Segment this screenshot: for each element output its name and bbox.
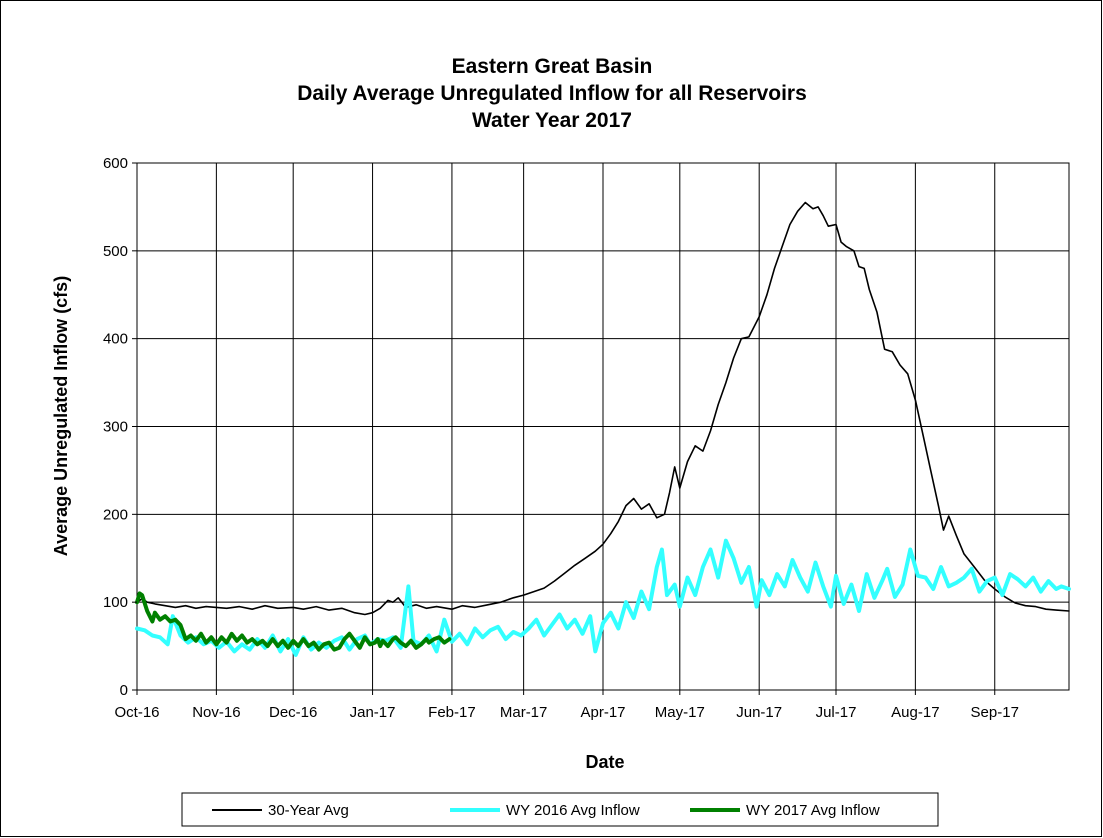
y-axis-title: Average Unregulated Inflow (cfs) <box>51 276 71 556</box>
x-tick-label: Jan-17 <box>350 704 396 721</box>
y-tick-label: 100 <box>103 594 128 611</box>
x-tick-label: Jun-17 <box>736 704 782 721</box>
x-axis-title: Date <box>585 752 624 772</box>
y-axis-ticks: 0 100 200 300 400 500 600 <box>103 155 137 699</box>
y-tick-label: 300 <box>103 419 128 436</box>
legend-label-wy-2016: WY 2016 Avg Inflow <box>506 802 640 819</box>
series-layer <box>135 201 1071 657</box>
y-tick-label: 400 <box>103 331 128 348</box>
y-tick-label: 500 <box>103 243 128 260</box>
x-tick-label: Mar-17 <box>500 704 548 721</box>
x-tick-label: Aug-17 <box>891 704 939 721</box>
x-tick-label: Feb-17 <box>428 704 476 721</box>
y-tick-label: 0 <box>120 682 128 699</box>
plot-grid <box>137 163 1069 690</box>
series-line-wy-2017-avg-inflow <box>135 591 452 652</box>
series-line-30-year-avg <box>136 201 1070 616</box>
x-tick-label: Jul-17 <box>816 704 857 721</box>
x-tick-label: Oct-16 <box>114 704 159 721</box>
series-line-wy-2016-avg-inflow <box>135 538 1071 657</box>
x-tick-label: May-17 <box>655 704 705 721</box>
legend: 30-Year Avg WY 2016 Avg Inflow WY 2017 A… <box>181 792 939 827</box>
x-tick-label: Apr-17 <box>580 704 625 721</box>
x-tick-label: Dec-16 <box>269 704 317 721</box>
chart-title-line-3: Water Year 2017 <box>472 109 632 132</box>
legend-label-30-year-avg: 30-Year Avg <box>268 802 349 819</box>
y-tick-label: 200 <box>103 506 128 523</box>
chart-title: Eastern Great Basin Daily Average Unregu… <box>297 55 807 132</box>
x-tick-label: Nov-16 <box>192 704 240 721</box>
y-tick-label: 600 <box>103 155 128 172</box>
legend-label-wy-2017: WY 2017 Avg Inflow <box>746 802 880 819</box>
chart-title-line-2: Daily Average Unregulated Inflow for all… <box>297 82 807 105</box>
legend-box <box>181 792 939 827</box>
x-tick-label: Sep-17 <box>971 704 1019 721</box>
x-axis-ticks: Oct-16 Nov-16 Dec-16 Jan-17 Feb-17 Mar-17 Apr-… <box>114 690 1019 721</box>
chart-title-line-1: Eastern Great Basin <box>452 55 653 78</box>
